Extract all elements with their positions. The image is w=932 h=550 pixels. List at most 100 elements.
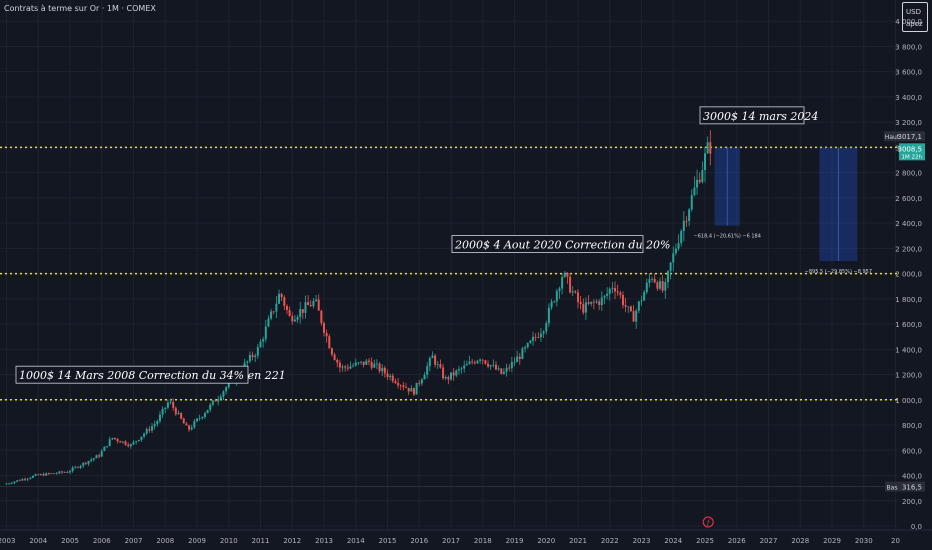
low-tag: Bas (887, 485, 898, 492)
symbol-title: Contrats à terme sur Or · 1M · COMEX (4, 4, 156, 13)
candle-body (513, 362, 516, 363)
candle-body (103, 446, 106, 452)
candle-body (248, 354, 251, 362)
candle-body (180, 412, 183, 419)
candle-body (352, 365, 355, 367)
low-value: 316,5 (902, 484, 922, 492)
candle-body (666, 271, 669, 283)
x-tick-label: 2019 (506, 537, 524, 545)
candle-body (651, 278, 654, 280)
candle-body (66, 472, 69, 473)
candle-body (621, 295, 624, 306)
candle-body (685, 220, 688, 222)
candle-body (447, 377, 450, 380)
candle-body (185, 423, 188, 426)
candle-body (74, 466, 77, 468)
currency-label: USD (906, 8, 921, 16)
x-tick-label: 2004 (29, 537, 47, 545)
x-tick-label: 2017 (442, 537, 460, 545)
candle-body (148, 429, 151, 431)
candle-body (354, 362, 357, 366)
candle-body (320, 310, 323, 324)
candle-body (227, 381, 230, 388)
low-value-bg (899, 481, 925, 492)
candle-body (158, 414, 161, 422)
y-tick-label: 2 600,0 (895, 195, 922, 203)
candle-body (296, 317, 299, 320)
measure-box-label: −618,4 (−20,61%) −6 184 (694, 234, 761, 240)
candle-body (196, 418, 198, 422)
candle-body (598, 301, 601, 306)
currency-selector[interactable]: USD apoz (902, 2, 928, 32)
candle-body (645, 282, 648, 293)
candle-body (473, 362, 476, 364)
candle-body (500, 368, 503, 374)
candle-body (444, 377, 447, 379)
candle-body (50, 473, 53, 475)
candle-body (251, 354, 254, 358)
candle-body (346, 367, 349, 369)
candle-body (338, 362, 341, 368)
candle-body (132, 441, 135, 445)
candle-body (394, 381, 397, 383)
y-tick-label: 400,0 (902, 473, 922, 481)
candle-body (555, 290, 558, 302)
candle-body (410, 388, 413, 392)
candle-body (219, 396, 222, 400)
candle-body (153, 424, 156, 427)
candle-body (106, 445, 109, 447)
candle-body (629, 306, 632, 312)
candle-body (619, 292, 622, 296)
candle-body (288, 310, 291, 317)
candle-body (344, 366, 347, 368)
candle-body (431, 355, 434, 359)
candle-body (217, 399, 220, 402)
candle-body (397, 382, 400, 386)
candle-body (484, 360, 487, 364)
candle-body (34, 474, 37, 476)
candle-body (211, 400, 214, 405)
x-tick-label: 2029 (823, 537, 841, 545)
x-axis[interactable]: 2003 2004 2005 2006 2007 2008 2009 2010 2011 2012… (0, 529, 932, 550)
candle-body (357, 362, 360, 364)
candle-body (166, 402, 169, 408)
candle-body (381, 367, 384, 372)
y-tick-label: 4 000,0 (895, 18, 922, 26)
candle-body (442, 367, 445, 379)
candle-body (201, 416, 204, 418)
y-tick-label: 2 000,0 (895, 271, 922, 279)
current-price-bg (899, 143, 925, 161)
candle-body (574, 291, 577, 293)
candle-body (577, 292, 579, 302)
candle-body (600, 297, 603, 306)
candle-body (325, 332, 328, 337)
candle-body (254, 355, 257, 358)
candle-body (317, 299, 320, 311)
candle-body (383, 367, 386, 374)
y-tick-label: 3 400,0 (895, 94, 922, 102)
candle-body (45, 473, 48, 476)
candle-body (161, 408, 164, 415)
candle-body (579, 301, 582, 305)
candle-body (539, 333, 542, 338)
x-tick-label: 2012 (283, 537, 301, 545)
y-tick-label: 1 400,0 (895, 346, 922, 354)
candle-body (529, 340, 532, 344)
x-axis-bg (0, 530, 932, 550)
candle-body (87, 460, 90, 464)
y-axis[interactable]: 0,0 200,0 400,0 600,0 800,0 1 000,0 1 200,0 1 4… (895, 0, 932, 550)
candle-body (304, 302, 307, 313)
candle-body (505, 367, 508, 372)
flag-icon-glyph: ƒ (705, 519, 711, 527)
candle-body (680, 231, 683, 244)
candle-body (61, 471, 64, 473)
candle-body (471, 361, 474, 363)
candle-body (553, 301, 556, 303)
candle-body (497, 368, 500, 370)
candle-body (481, 359, 484, 361)
candle-body (616, 291, 619, 293)
high-value-bg (899, 131, 925, 142)
candle-body (558, 288, 561, 291)
candle-body (98, 455, 101, 457)
